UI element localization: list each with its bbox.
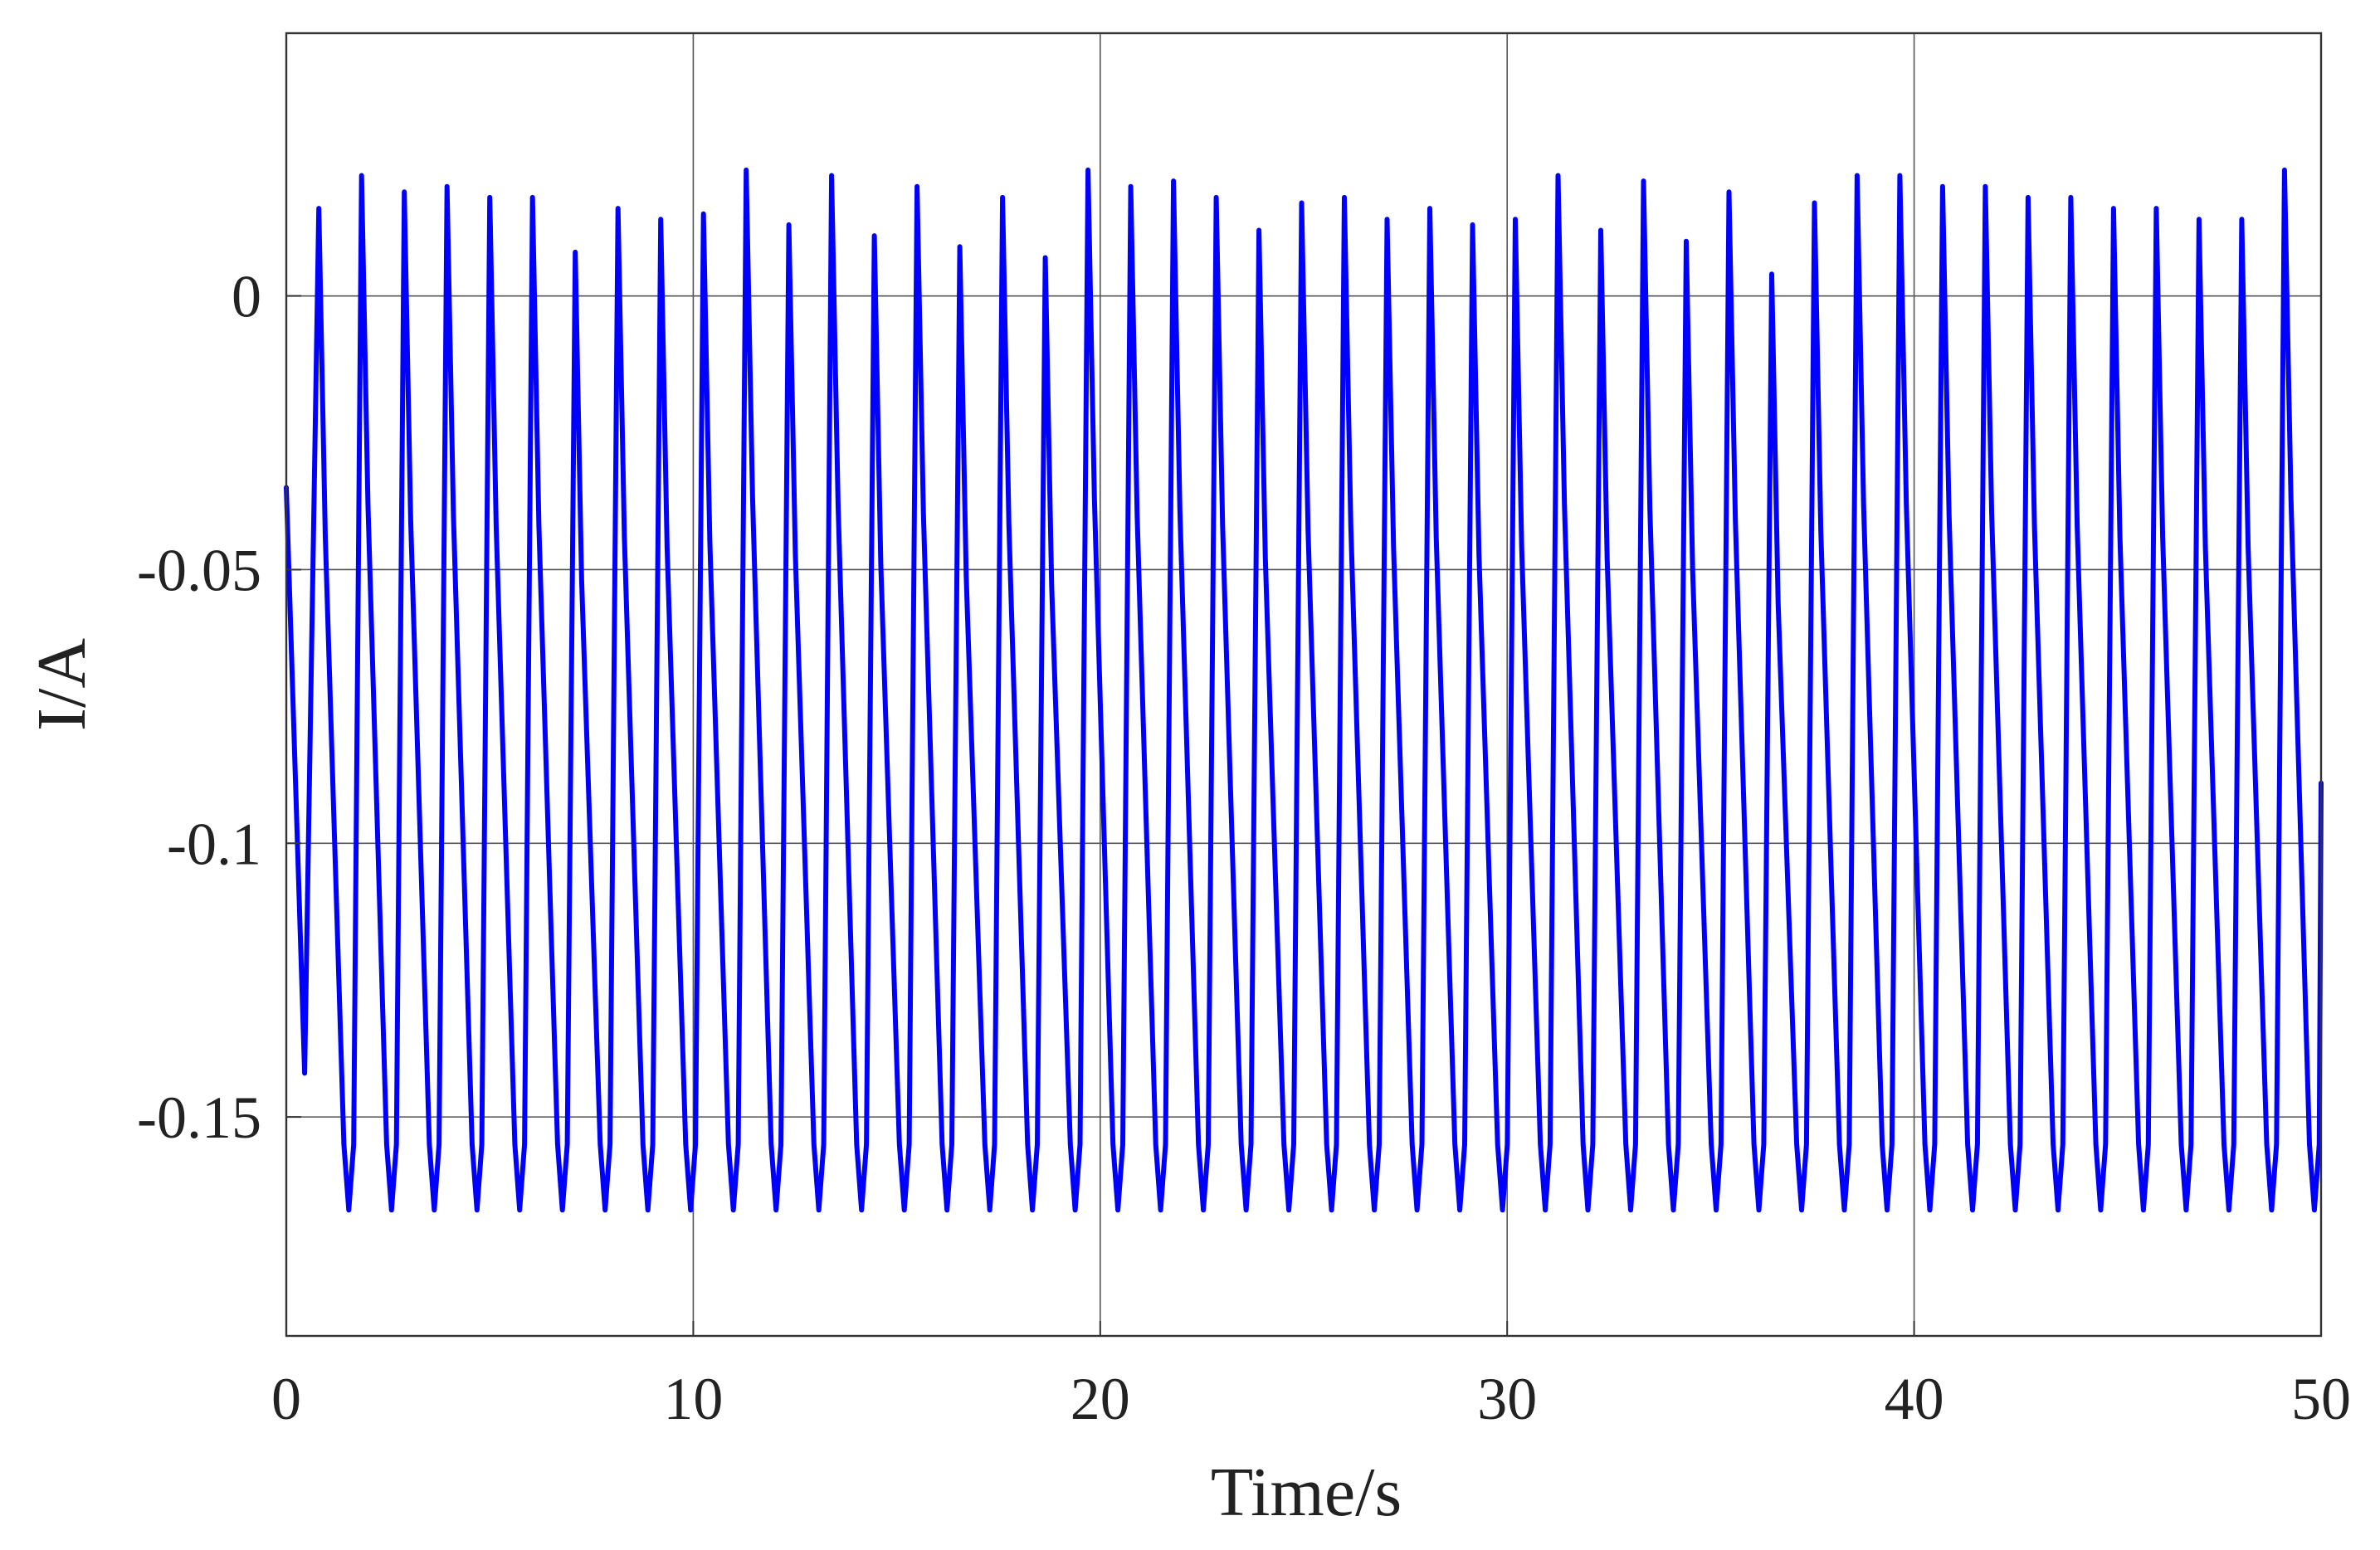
axes-box xyxy=(285,32,2323,1338)
x-tick-label: 30 xyxy=(1477,1366,1537,1432)
x-axis-label: Time/s xyxy=(1211,1454,1402,1531)
tick-labels: 0 10 20 30 40 50 0 -0.05 -0.1 -0.15 xyxy=(137,264,2351,1432)
y-tick-label: -0.15 xyxy=(137,1085,261,1151)
y-axis-label: I/A xyxy=(23,638,100,731)
x-tick-label: 20 xyxy=(1071,1366,1130,1432)
x-tick-label: 50 xyxy=(2291,1366,2351,1432)
y-tick-label: -0.05 xyxy=(137,537,261,603)
x-tick-label: 10 xyxy=(663,1366,723,1432)
plot-frame xyxy=(285,32,2323,1338)
y-tick-label: -0.1 xyxy=(167,811,261,877)
series-line-current xyxy=(284,167,2324,1213)
x-tick-label: 0 xyxy=(271,1366,301,1432)
y-tick-label: 0 xyxy=(232,264,261,330)
series-layer xyxy=(284,167,2324,1213)
x-tick-label: 40 xyxy=(1885,1366,1944,1432)
